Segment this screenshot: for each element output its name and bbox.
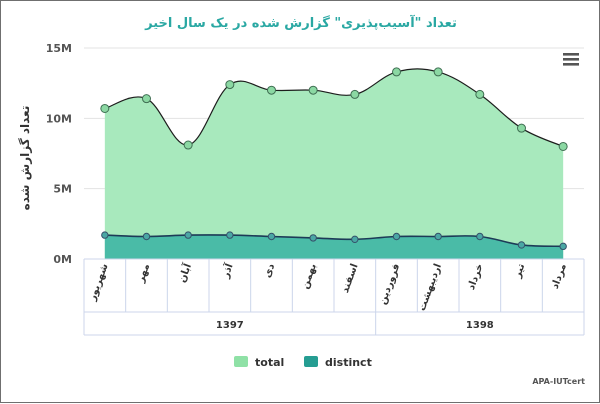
data-point-total-2[interactable] <box>183 140 193 150</box>
data-point-distinct-10[interactable] <box>517 241 526 249</box>
legend-item-total[interactable]: total <box>234 356 284 369</box>
y-axis-ticks: 0M 5M 10M 15M <box>46 42 72 266</box>
data-point-distinct-2[interactable] <box>184 231 192 239</box>
data-point-distinct-6[interactable] <box>351 235 359 244</box>
menu-icon[interactable] <box>563 53 579 66</box>
group-label: 1398 <box>466 320 494 331</box>
data-point-total-0[interactable] <box>100 103 110 113</box>
data-point-distinct-1[interactable] <box>142 232 151 241</box>
y-tick-label: 0M <box>53 253 72 266</box>
x-tick-label: مرداد <box>550 262 569 290</box>
legend-swatch-total <box>234 356 248 367</box>
series-areas <box>104 68 564 259</box>
series-points <box>100 67 568 251</box>
y-axis-title: تعداد گزارش شده <box>18 106 32 211</box>
data-point-distinct-9[interactable] <box>476 232 484 241</box>
x-tick-label: بهمن <box>300 262 319 290</box>
legend-swatch-distinct <box>304 356 318 367</box>
data-point-distinct-7[interactable] <box>392 232 401 241</box>
data-point-total-11[interactable] <box>558 141 568 151</box>
data-point-distinct-8[interactable] <box>434 232 442 241</box>
data-point-distinct-3[interactable] <box>226 231 234 239</box>
data-point-distinct-11[interactable] <box>559 242 567 251</box>
x-axis: شهریور مهر آبان آذر دی بهمن اسفند فروردین اردیبه… <box>83 258 585 336</box>
y-tick-label: 5M <box>53 183 72 196</box>
legend: total distinct <box>234 356 372 369</box>
chart-title: تعداد "آسیب‌پذیری" گزارش شده در یک سال ا… <box>144 14 457 31</box>
data-point-distinct-0[interactable] <box>101 231 109 239</box>
data-point-total-4[interactable] <box>267 85 276 95</box>
data-point-total-5[interactable] <box>308 85 318 95</box>
data-point-total-3[interactable] <box>225 80 235 90</box>
x-tick-label: فروردین <box>377 262 402 306</box>
data-point-distinct-5[interactable] <box>309 234 317 242</box>
group-label: 1397 <box>216 320 244 331</box>
legend-item-distinct[interactable]: distinct <box>304 356 372 369</box>
x-tick-label: تیر <box>512 262 528 280</box>
x-tick-label: اسفند <box>340 262 361 294</box>
data-point-distinct-4[interactable] <box>267 232 276 241</box>
legend-label-distinct: distinct <box>325 356 372 369</box>
data-point-total-1[interactable] <box>142 94 151 104</box>
x-tick-label: خرداد <box>466 262 486 291</box>
x-tick-label: شهریور <box>87 262 111 303</box>
y-tick-label: 15M <box>46 42 72 55</box>
x-tick-label: آبان <box>175 261 194 284</box>
data-point-total-7[interactable] <box>392 67 401 77</box>
series-area-distinct <box>104 234 564 259</box>
x-tick-label: مهر <box>135 262 152 285</box>
x-tick-label: آذر <box>218 261 236 280</box>
chart-credit: APA-IUTcert <box>532 377 585 386</box>
x-tick-label: دی <box>262 262 277 279</box>
data-point-total-9[interactable] <box>475 89 485 99</box>
series-area-total <box>104 68 564 259</box>
y-tick-label: 10M <box>46 112 72 125</box>
data-point-total-10[interactable] <box>517 123 526 133</box>
x-tick-label: اردیبهشت <box>417 262 444 312</box>
data-point-total-8[interactable] <box>433 67 443 77</box>
legend-label-total: total <box>255 356 284 369</box>
data-point-total-6[interactable] <box>350 89 360 99</box>
